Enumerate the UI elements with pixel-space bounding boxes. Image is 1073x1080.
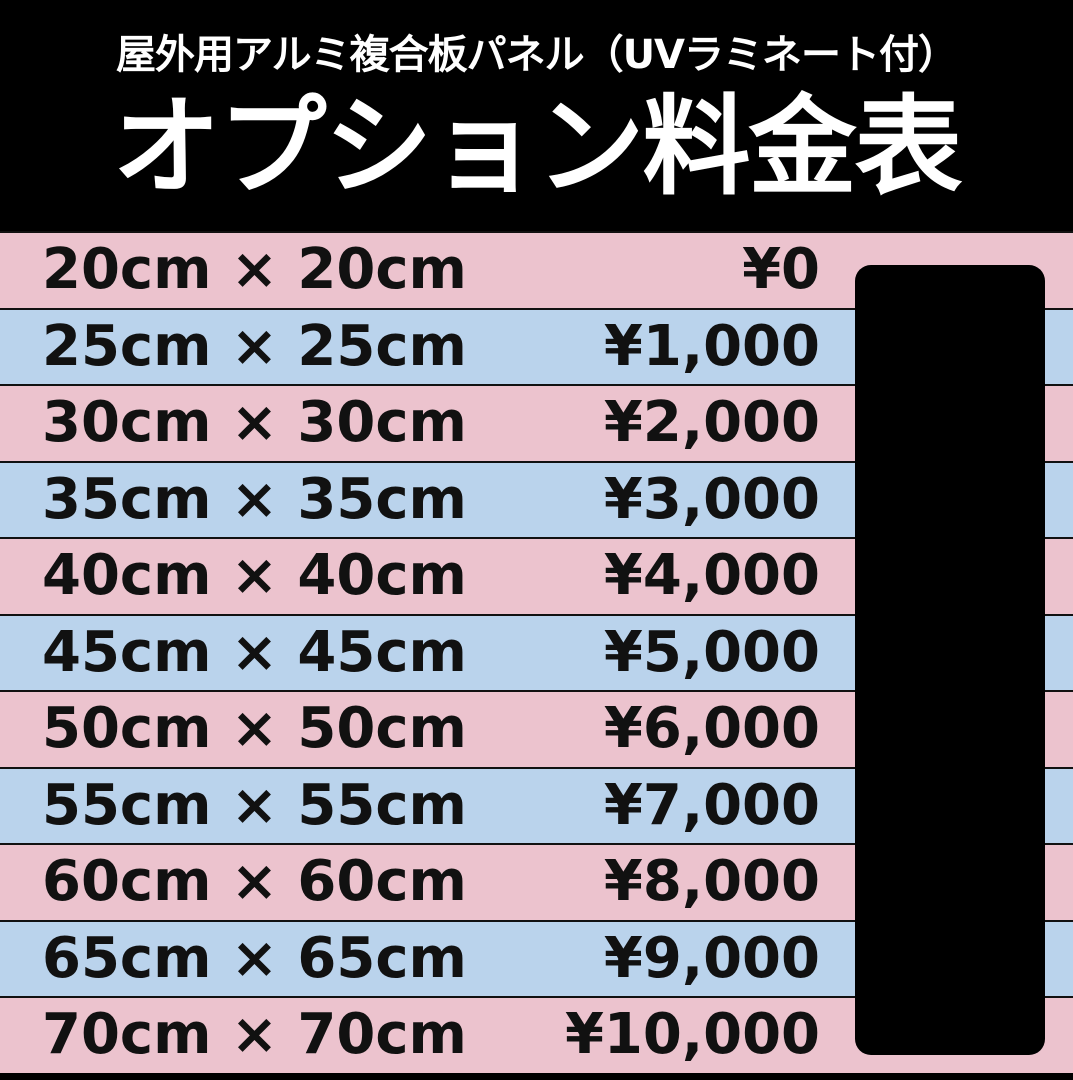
price-cell: ¥4,000 — [603, 543, 820, 608]
price-cell: ¥1,000 — [603, 313, 820, 379]
size-cell: 30cm × 30cm — [42, 390, 467, 455]
price-cell: ¥2,000 — [603, 390, 820, 455]
shipping-note: 【送料込】 — [875, 501, 972, 673]
subtitle: 屋外用アルミ複合板パネル（UVラミネート付） — [115, 32, 958, 78]
price-cell: ¥3,000 — [603, 466, 820, 532]
size-cell: 40cm × 40cm — [42, 543, 467, 608]
price-cell: ¥10,000 — [564, 1002, 820, 1067]
size-cell: 20cm × 20cm — [42, 237, 467, 302]
price-cell: ¥9,000 — [603, 925, 820, 991]
size-cell: 65cm × 65cm — [42, 925, 467, 991]
page-title: オプション料金表 — [112, 85, 962, 210]
price-cell: ¥5,000 — [603, 619, 820, 685]
notice-box — [855, 265, 1045, 1055]
size-cell: 45cm × 45cm — [42, 619, 467, 685]
price-cell: ¥6,000 — [603, 696, 820, 761]
size-cell: 55cm × 55cm — [42, 772, 467, 838]
price-cell: ¥7,000 — [603, 772, 820, 838]
price-cell: ¥8,000 — [603, 849, 820, 914]
header: 屋外用アルミ複合板パネル（UVラミネート付） オプション料金表 — [0, 0, 1073, 231]
size-cell: 50cm × 50cm — [42, 696, 467, 761]
size-cell: 70cm × 70cm — [42, 1002, 467, 1067]
size-cell: 25cm × 25cm — [42, 313, 467, 379]
price-cell: ¥0 — [742, 237, 820, 302]
size-cell: 35cm × 35cm — [42, 466, 467, 532]
size-cell: 60cm × 60cm — [42, 849, 467, 914]
notice-text: こちらが加算されます — [959, 287, 1018, 1012]
price-table: 20cm × 20cm ¥0 25cm × 25cm ¥1,000 30cm × 3… — [0, 231, 1073, 1073]
